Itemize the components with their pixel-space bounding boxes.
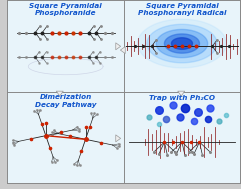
Polygon shape (156, 29, 208, 58)
Text: Square Pyramidal
Phosphoranide: Square Pyramidal Phosphoranide (29, 3, 102, 16)
Text: Square Pyramidal
Phosphoranyl Radical: Square Pyramidal Phosphoranyl Radical (138, 3, 226, 16)
Text: Dimerization
Decay Pathway: Dimerization Decay Pathway (35, 94, 96, 108)
Polygon shape (138, 19, 226, 68)
Polygon shape (147, 24, 217, 63)
Polygon shape (171, 38, 193, 49)
Text: Trap with Ph₂CO: Trap with Ph₂CO (149, 94, 215, 101)
Polygon shape (164, 34, 200, 53)
